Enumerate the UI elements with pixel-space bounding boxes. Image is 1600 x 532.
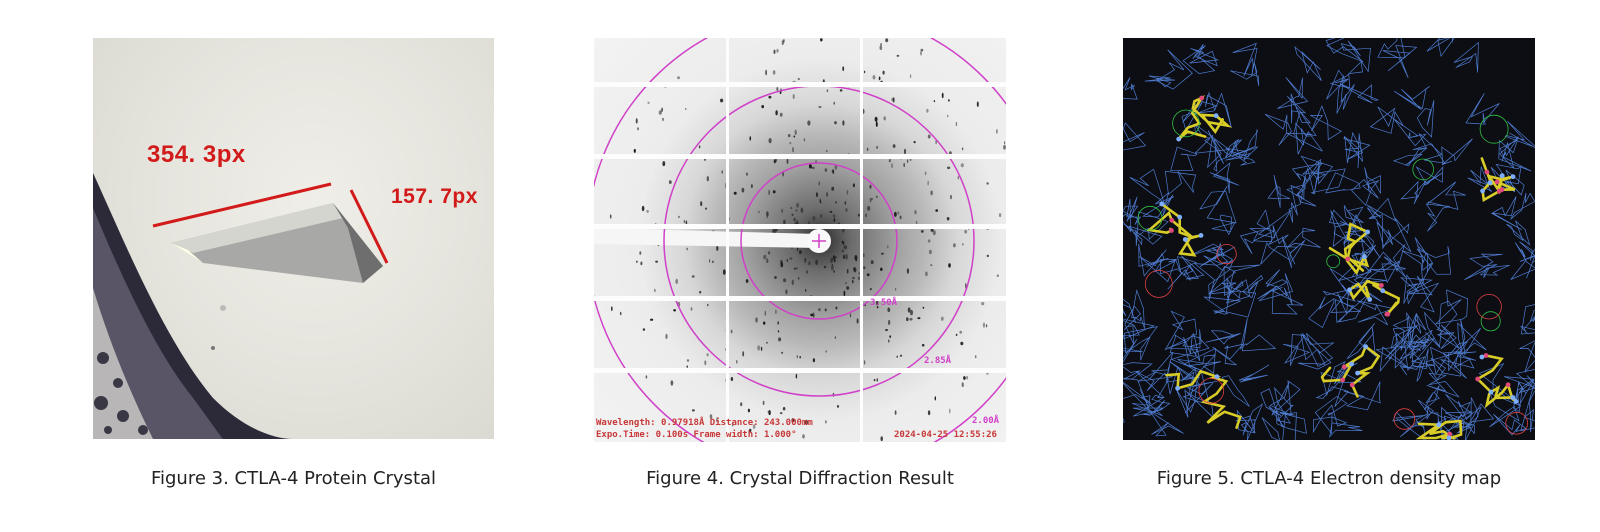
density-mesh — [1123, 38, 1535, 440]
width-measurement-label: 157. 7px — [391, 185, 478, 208]
wavelength-info: Wavelength: 0.97918Å Distance: 243.000mm — [596, 418, 813, 428]
figure-5-caption: Figure 5. CTLA-4 Electron density map — [1156, 468, 1502, 489]
diffraction-pattern — [594, 38, 1006, 442]
timestamp-info: 2024-04-25 12:55:26 — [894, 430, 997, 440]
electron-density-map — [1123, 38, 1535, 440]
figure-4-caption: Figure 4. Crystal Diffraction Result — [646, 468, 954, 489]
ring-label-outer: 2.00Å — [972, 416, 1000, 426]
figure-3-caption: Figure 3. CTLA-4 Protein Crystal — [150, 468, 437, 489]
diffraction-image: 3.50Å 2.85Å 2.00Å Wavelength: 0.97918Å D… — [594, 38, 1006, 442]
length-measurement-label: 354. 3px — [147, 141, 246, 168]
exposure-info: Expo.Time: 0.100s Frame width: 1.000° — [596, 430, 797, 440]
crystal-photo: 354. 3px 157. 7px — [93, 38, 494, 439]
crystal-image — [93, 173, 389, 439]
ring-label-middle: 2.85Å — [924, 356, 952, 366]
ring-label-inner: 3.50Å — [870, 298, 898, 308]
